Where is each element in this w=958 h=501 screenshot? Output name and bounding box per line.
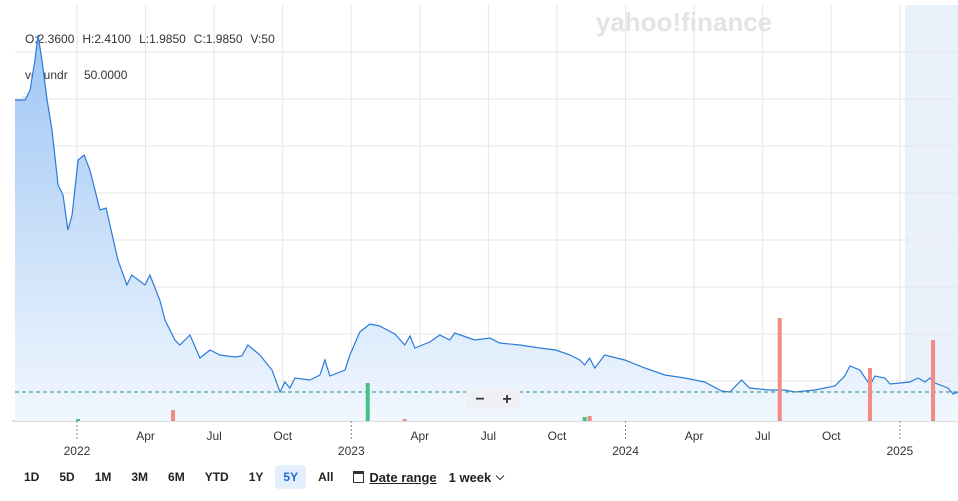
x-tick-label: Oct xyxy=(822,429,841,443)
watermark: yahoo!finance xyxy=(596,7,772,37)
volume-bar xyxy=(582,417,587,421)
price-area xyxy=(15,35,958,421)
range-button[interactable]: 5Y xyxy=(275,465,307,489)
volume-bar xyxy=(76,419,81,421)
toolbar: 1D 5D 1M 3M 6M YTD 1Y 5Y All Date range 1 week xyxy=(16,463,505,491)
x-tick-label: Apr xyxy=(411,429,430,443)
x-tick-label: Oct xyxy=(548,429,567,443)
range-button[interactable]: 6M xyxy=(168,470,185,484)
chevron xyxy=(496,471,505,480)
price-line xyxy=(15,34,958,395)
range-button[interactable]: 1Y xyxy=(248,470,264,484)
zoom-button[interactable]: + xyxy=(502,391,511,408)
x-tick-label: Jul xyxy=(206,429,221,443)
volume-bar xyxy=(170,410,175,421)
calendar-icon xyxy=(353,470,365,483)
volume-bar xyxy=(402,419,407,421)
volume-bar xyxy=(587,416,592,421)
x-tick-label: Jul xyxy=(755,429,770,443)
volume-bar xyxy=(365,383,370,421)
x-tick-label: 2025 xyxy=(886,444,913,458)
x-tick-label: Apr xyxy=(685,429,704,443)
interval-select[interactable]: 1 week xyxy=(449,470,505,485)
range-button[interactable]: 3M xyxy=(131,470,149,484)
x-tick-label: 2022 xyxy=(64,444,91,458)
range-button[interactable]: 5D xyxy=(59,470,75,484)
x-tick-label: 2024 xyxy=(612,444,639,458)
ohlc-value: V:50 xyxy=(251,32,276,46)
zoom-button[interactable]: − xyxy=(475,391,484,408)
range-button[interactable]: YTD xyxy=(204,470,229,484)
range-button[interactable]: 1D xyxy=(24,470,40,484)
x-tick-label: Apr xyxy=(136,429,155,443)
x-tick-label: 2023 xyxy=(338,444,365,458)
volume-bar xyxy=(777,318,782,421)
ohlc-value: L:1.9850 xyxy=(139,32,186,46)
volume-bar xyxy=(931,340,936,421)
range-button[interactable]: All xyxy=(318,470,334,484)
date-range-button[interactable]: Date range xyxy=(353,470,437,485)
ohlc-value: H:2.4100 xyxy=(82,32,131,46)
x-tick-label: Jul xyxy=(481,429,496,443)
x-tick-label: Oct xyxy=(273,429,292,443)
ohlc-value: O:2.3600 xyxy=(25,32,75,46)
volume-bar xyxy=(867,368,872,421)
range-button[interactable]: 1M xyxy=(94,470,112,484)
ohlc-value: C:1.9850 xyxy=(194,32,243,46)
indicator-value: 50.0000 xyxy=(84,68,128,82)
zoom-group xyxy=(466,389,520,409)
